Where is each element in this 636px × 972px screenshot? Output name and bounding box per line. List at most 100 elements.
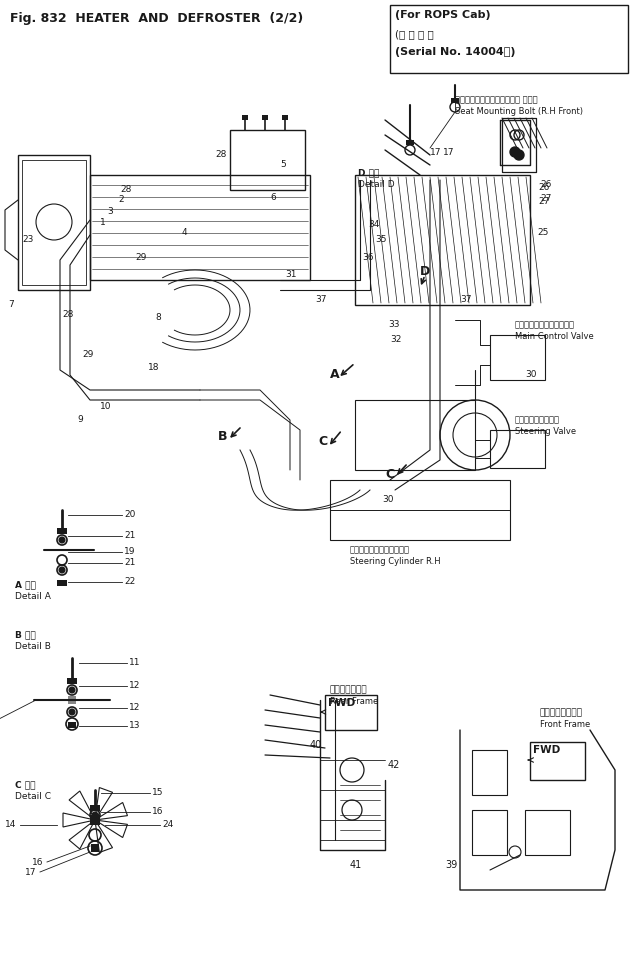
Text: メインコントロールバルブ: メインコントロールバルブ: [515, 320, 575, 329]
Bar: [230, 130, 305, 190]
Text: 26: 26: [538, 183, 550, 192]
Text: リヤーフレーム: リヤーフレーム: [330, 685, 368, 694]
Text: Main Control Valve: Main Control Valve: [515, 332, 594, 341]
Text: Detail D: Detail D: [358, 180, 394, 189]
Text: 30: 30: [382, 495, 394, 504]
Circle shape: [514, 150, 524, 160]
Text: C: C: [318, 435, 327, 448]
Text: B 詳細: B 詳細: [15, 630, 36, 639]
Text: 17: 17: [430, 148, 441, 157]
Bar: [490, 335, 545, 380]
Bar: [90, 815, 100, 825]
Text: Steering Valve: Steering Valve: [515, 427, 576, 436]
Text: シートマウンティングボルト 右前側: シートマウンティングボルト 右前側: [455, 95, 537, 104]
Text: 16: 16: [152, 807, 163, 816]
Text: 18: 18: [148, 363, 160, 372]
Bar: [530, 742, 585, 780]
Text: 33: 33: [388, 320, 399, 329]
Text: 右倶ステアリングシリンダ: 右倶ステアリングシリンダ: [350, 545, 410, 554]
Text: 29: 29: [82, 350, 93, 359]
Text: 4: 4: [182, 228, 188, 237]
Bar: [68, 722, 76, 728]
Text: 24: 24: [162, 820, 173, 829]
Text: 8: 8: [155, 313, 161, 322]
Text: 21: 21: [124, 558, 135, 567]
Text: FWD: FWD: [328, 698, 356, 708]
Text: 22: 22: [124, 577, 135, 586]
Circle shape: [59, 537, 65, 543]
Text: ステアリングバルブ: ステアリングバルブ: [515, 415, 560, 424]
Bar: [355, 400, 475, 470]
Text: 41: 41: [350, 860, 363, 870]
Text: 40: 40: [310, 740, 322, 750]
Bar: [355, 175, 530, 305]
Circle shape: [510, 147, 520, 157]
Text: 6: 6: [270, 193, 276, 202]
Bar: [406, 140, 414, 145]
Circle shape: [92, 812, 98, 818]
Text: 25: 25: [537, 228, 548, 237]
Text: 12: 12: [129, 703, 141, 712]
Text: Seat Mounting Bolt (R.H Front): Seat Mounting Bolt (R.H Front): [455, 107, 583, 116]
Text: 31: 31: [285, 270, 296, 279]
Text: 37: 37: [460, 295, 471, 304]
Text: 28: 28: [215, 150, 226, 159]
Text: D 詳細: D 詳細: [358, 168, 380, 177]
Bar: [67, 678, 77, 684]
Text: 28: 28: [62, 310, 73, 319]
Text: 42: 42: [388, 760, 401, 770]
Bar: [22, 160, 86, 285]
Text: Front Frame: Front Frame: [540, 720, 590, 729]
Bar: [390, 5, 628, 73]
Text: 11: 11: [129, 658, 141, 667]
Circle shape: [59, 567, 65, 573]
Text: 10: 10: [100, 402, 111, 411]
Text: (通 用 号 機: (通 用 号 機: [395, 29, 434, 39]
Bar: [282, 115, 288, 120]
Text: C 詳細: C 詳細: [15, 780, 36, 789]
Text: 28: 28: [120, 185, 132, 194]
Text: 27: 27: [540, 194, 551, 203]
Text: C: C: [385, 468, 394, 481]
Bar: [490, 430, 545, 468]
Text: 9: 9: [77, 415, 83, 424]
Bar: [325, 695, 377, 730]
Bar: [472, 750, 507, 795]
Text: Detail A: Detail A: [15, 592, 51, 601]
Bar: [91, 844, 99, 852]
Text: 12: 12: [129, 681, 141, 690]
Bar: [451, 98, 459, 103]
Text: 34: 34: [368, 220, 380, 229]
Text: 3: 3: [107, 207, 113, 216]
Text: 19: 19: [124, 547, 135, 556]
Bar: [57, 528, 67, 534]
Text: 39: 39: [445, 860, 457, 870]
Text: 36: 36: [362, 253, 373, 262]
Text: 17: 17: [25, 868, 36, 877]
Text: B: B: [218, 430, 228, 443]
Text: FWD: FWD: [533, 745, 560, 755]
Bar: [242, 115, 248, 120]
Text: Rear Frame: Rear Frame: [330, 697, 378, 706]
Bar: [90, 175, 310, 280]
Text: 7: 7: [8, 300, 14, 309]
Text: 35: 35: [375, 235, 387, 244]
Text: フロントフレーム: フロントフレーム: [540, 708, 583, 717]
Bar: [262, 115, 268, 120]
Text: 29: 29: [135, 253, 146, 262]
Text: 20: 20: [124, 510, 135, 519]
Text: 21: 21: [124, 531, 135, 540]
Text: D: D: [420, 265, 430, 278]
Bar: [472, 810, 507, 855]
Circle shape: [69, 709, 75, 715]
Text: (Serial No. 14004～): (Serial No. 14004～): [395, 47, 516, 57]
Bar: [57, 580, 67, 586]
Text: 37: 37: [315, 295, 326, 304]
Text: 30: 30: [525, 370, 537, 379]
Text: 13: 13: [129, 721, 141, 730]
Text: 26: 26: [540, 180, 551, 189]
Text: Detail B: Detail B: [15, 642, 51, 651]
Text: A 詳細: A 詳細: [15, 580, 36, 589]
Text: 5: 5: [280, 160, 286, 169]
Text: 1: 1: [100, 218, 106, 227]
